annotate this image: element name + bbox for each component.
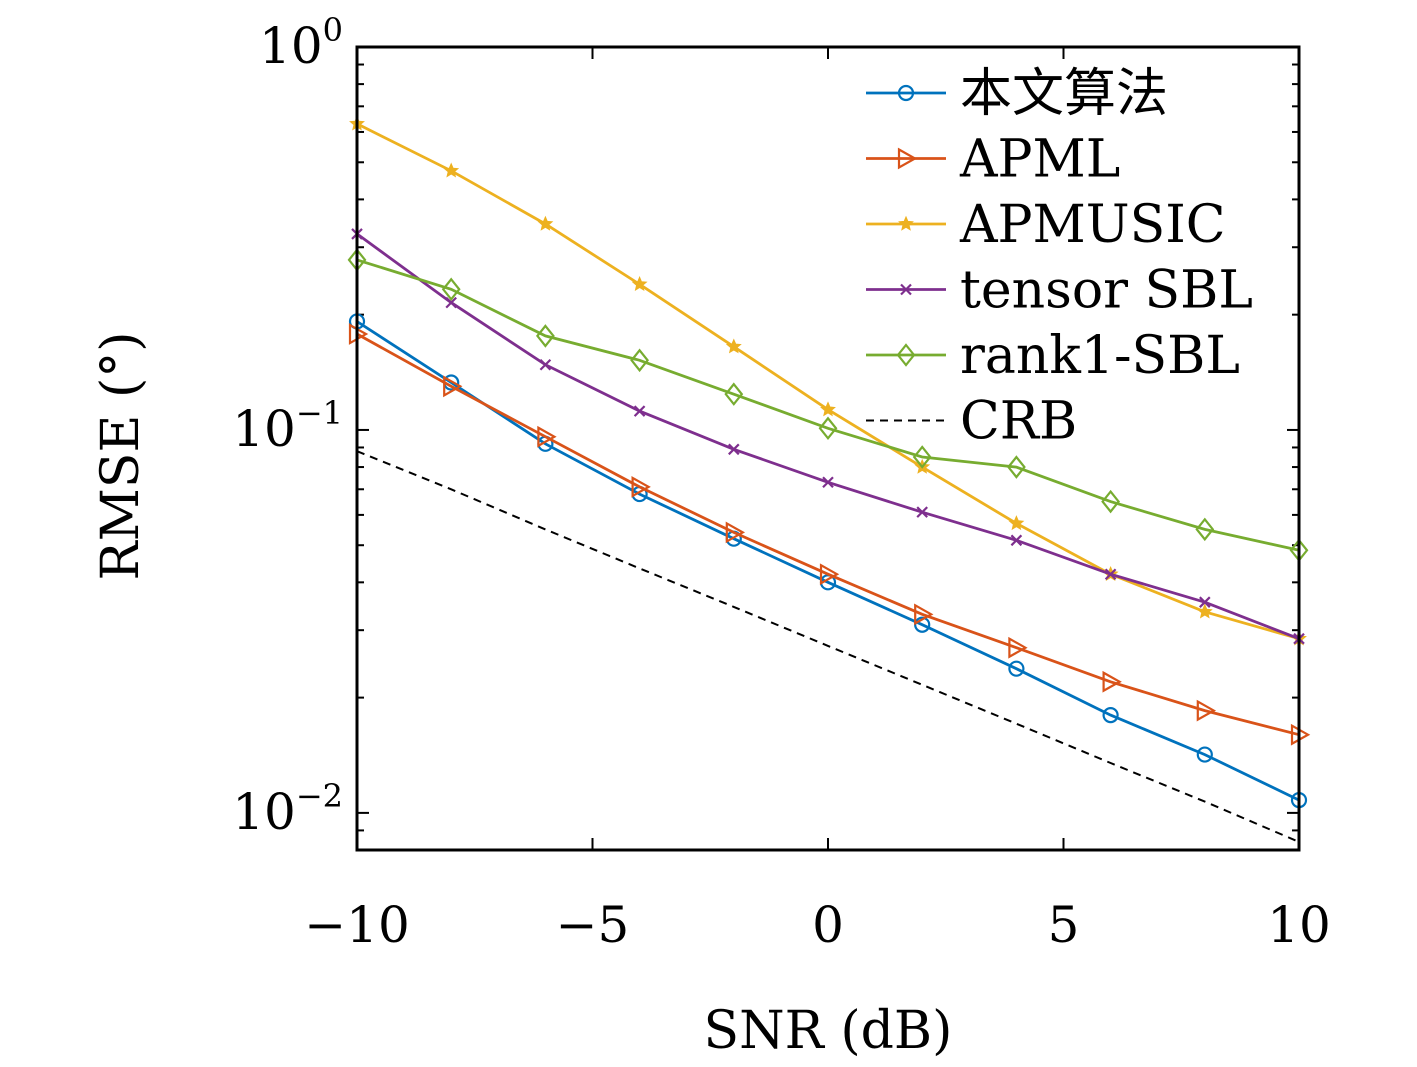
series-point [1196,746,1213,763]
y-tick-exponent: −1 [296,394,343,432]
series-tensor SBL [351,228,1305,645]
series-layer [347,115,1311,843]
legend-label: rank1-SBL [960,326,1240,386]
legend-item: APML [866,130,1120,190]
y-axis-title: RMSE (°) [91,331,151,580]
legend-swatch-marker [897,84,915,102]
series-point [537,215,554,231]
series-point [1008,636,1028,659]
series-point [725,338,742,354]
x-tick-label: −5 [556,896,630,954]
series-point [537,425,557,448]
x-tick-label: 5 [1048,896,1080,954]
series-point [1008,660,1025,677]
series-point [630,348,650,373]
y-tick-label: 100 [259,11,343,75]
series-point [1199,596,1211,608]
series-line [356,450,1300,843]
legend-swatch-marker [896,343,916,367]
y-tick-base: 10 [232,400,296,458]
series-point [819,563,840,586]
series-line [356,320,1300,802]
series-point [724,382,744,406]
series-point [914,616,931,633]
series-point [728,443,740,456]
plot-frame [355,45,1301,852]
legend-label: 本文算法 [960,64,1168,124]
series-point [820,401,836,417]
series-point [1196,699,1217,722]
series-point [441,277,461,302]
legend-label: APMUSIC [959,195,1226,255]
legend-swatch-marker [898,215,914,231]
series-line [356,258,1300,552]
y-tick-base: 10 [232,783,296,841]
x-tick-label: 10 [1267,896,1331,954]
series-point [914,603,934,626]
legend-item: APMUSIC [866,195,1226,255]
series-point [443,375,463,398]
legend-swatch-marker [900,283,912,296]
legend-item: rank1-SBL [866,326,1240,386]
legend-label: CRB [960,392,1077,452]
series-rank1-SBL [347,248,1309,563]
series-point [539,358,552,371]
series-point [631,476,651,498]
legend-item: CRB [866,392,1077,452]
series-point [1195,517,1215,542]
series-point [725,521,746,544]
series-point [916,506,928,518]
legend-label: tensor SBL [960,261,1253,321]
legend-item: tensor SBL [866,261,1253,321]
series-point [443,162,460,178]
series-point [1101,489,1121,514]
series-line [356,332,1300,737]
series-point [912,445,932,469]
x-axis-ticks: −10 −5 0 5 10 [304,47,1331,954]
series-point [1102,670,1122,693]
legend-item: 本文算法 [866,64,1168,124]
series-point [631,276,648,292]
series-point [1102,707,1119,724]
series-point [1196,603,1213,619]
y-tick-base: 10 [259,17,323,75]
series-point [1008,515,1025,531]
series-point [822,476,834,489]
series-point [633,405,646,417]
legend-label: APML [959,130,1120,190]
series-point [1010,534,1023,547]
x-tick-label: 0 [812,896,844,954]
series-point [1104,568,1117,580]
y-tick-label: 10−2 [232,777,343,841]
series-point [445,296,457,309]
x-tick-label: −10 [304,896,410,954]
y-tick-exponent: 0 [323,11,343,49]
y-tick-label: 10−1 [232,394,343,458]
y-tick-exponent: −2 [296,777,343,815]
legend-swatch-marker [897,147,918,170]
x-axis-title: SNR (dB) [704,1001,953,1061]
series-point [818,416,838,441]
series-CRB [356,450,1300,843]
series-point [535,324,555,348]
series-point [1006,455,1026,479]
